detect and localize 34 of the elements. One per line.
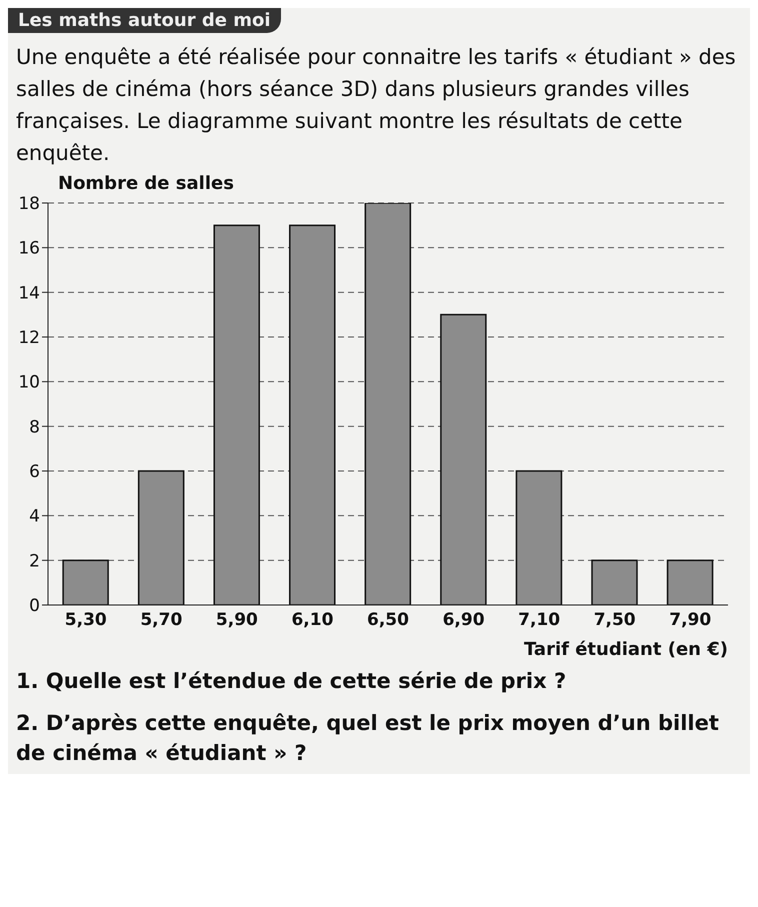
bar: [62, 560, 109, 605]
bar: [213, 224, 260, 605]
text: 1. Quelle est l’étendue de cette série de prix ?: [15, 668, 568, 695]
bar: [591, 560, 638, 605]
y-tick-label: 0: [29, 596, 40, 616]
x-axis-title: Tarif étudiant (en €): [522, 639, 729, 660]
y-tick-label: 12: [18, 328, 40, 348]
y-tick-label: 8: [29, 417, 40, 438]
x-tick-label: 5,90: [216, 610, 258, 630]
y-tick-label: 18: [18, 194, 40, 214]
y-tick-label: 2: [29, 551, 40, 572]
y-tick-label: 14: [18, 283, 40, 304]
x-tick-label: 6,10: [291, 610, 334, 630]
y-tick-label: 10: [18, 372, 40, 393]
y-tick-label: 16: [18, 238, 40, 259]
y-tick-label: 4: [29, 506, 40, 527]
y-tick-label: 6: [29, 462, 40, 482]
x-tick-label: 7,90: [669, 610, 712, 630]
text: 2. D’après cette enquête, quel est le prix moyen d’un billet de cinéma « étudiant » ?: [15, 710, 720, 767]
bar: [138, 470, 184, 605]
chart-title: Les maths autour de moi: [8, 8, 281, 33]
bar: [364, 203, 412, 605]
bar: [440, 314, 487, 605]
x-tick-label: 7,50: [594, 610, 636, 630]
x-tick-label: 5,30: [64, 610, 107, 630]
x-tick-label: 6,90: [442, 610, 485, 630]
bar: [666, 560, 714, 605]
x-tick-label: 5,70: [140, 610, 182, 630]
bar: [289, 224, 336, 605]
x-tick-label: 7,10: [518, 610, 560, 630]
x-tick-label: 6,50: [367, 610, 410, 630]
bar: [516, 470, 562, 605]
y-axis-title: Nombre de salles: [58, 173, 234, 194]
chart-subtitle: Une enquête a été réalisée pour connaitre les tarifs « étudiant » des salles de cinéma (hors séance 3D) dans plusieurs grandes villes françaises. Le diagramme suivant montre les résultats de cette enquête.: [15, 44, 737, 167]
